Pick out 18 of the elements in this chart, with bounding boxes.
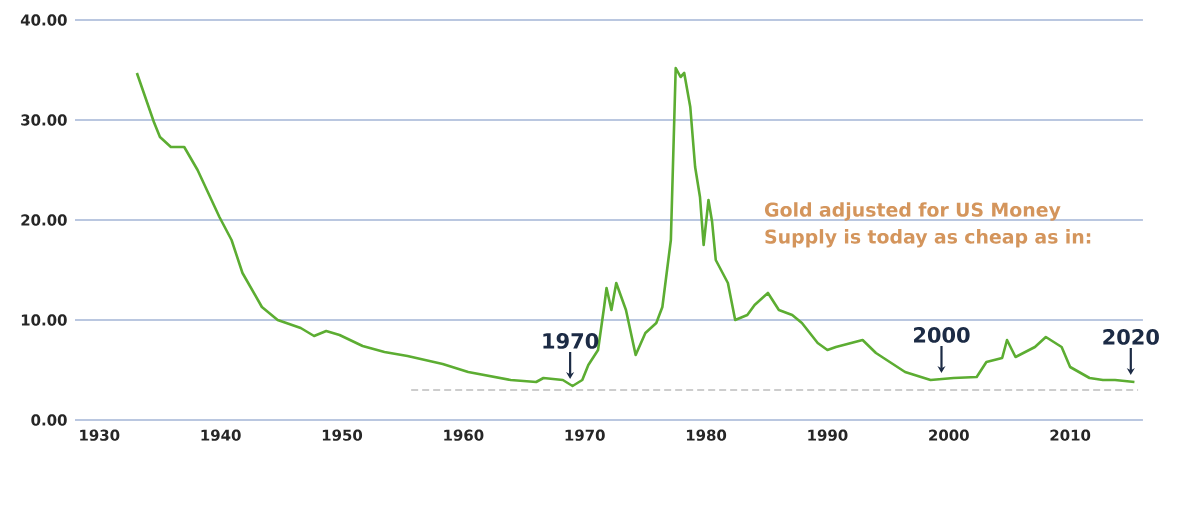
x-tick-label: 1940 [201, 429, 241, 441]
x-tick-label: 1950 [322, 429, 363, 441]
x-tick-label: 2000 [929, 429, 969, 441]
x-tick-label: 2010 [1050, 429, 1091, 441]
x-tick-label: 1990 [808, 429, 848, 441]
x-tick-label: 1980 [686, 429, 727, 441]
y-tick-label: 10.00 [21, 314, 67, 326]
x-tick-label: 1930 [80, 429, 120, 441]
y-tick-label: 30.00 [21, 114, 67, 126]
annotation: 2000 [914, 326, 970, 343]
x-tick-label: 1960 [444, 429, 484, 441]
y-tick-label: 20.00 [21, 214, 67, 226]
annotation: 2020 [1103, 328, 1159, 345]
y-tick-label: 40.00 [20, 14, 67, 26]
x-tick-label: 1970 [565, 429, 605, 441]
annotation: 1970 [543, 332, 599, 349]
y-tick-label: 0.00 [31, 414, 67, 426]
annotation: Gold adjusted for US Money Supply is today as cheap as in: [764, 202, 1091, 248]
